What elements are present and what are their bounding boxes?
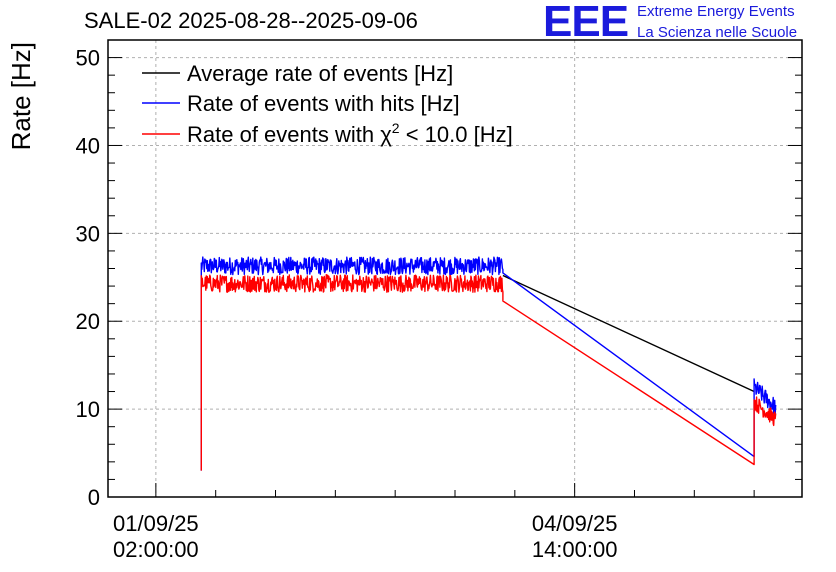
y-tick-label: 10: [76, 397, 100, 422]
x-tick-label-time: 14:00:00: [532, 537, 618, 562]
y-tick-label: 20: [76, 309, 100, 334]
series-line-average: [502, 274, 755, 393]
x-tick-label-date: 04/09/25: [532, 511, 618, 536]
legend-label-1: Average rate of events [Hz]: [187, 61, 453, 86]
y-tick-label: 50: [76, 46, 100, 71]
y-tick-label: 30: [76, 221, 100, 246]
logo-line-1: Extreme Energy Events: [637, 3, 795, 20]
legend-label-3: Rate of events with χ2 < 10.0 [Hz]: [187, 120, 513, 147]
chart-title: SALE-02 2025-08-28--2025-09-06: [84, 8, 418, 33]
series-line-hits: [200, 256, 777, 471]
logo-line-2: La Scienza nelle Scuole: [637, 24, 798, 41]
x-tick-label-date: 01/09/25: [113, 511, 199, 536]
y-tick-label: 40: [76, 133, 100, 158]
series-line-chi2: [200, 274, 777, 471]
legend-label-2: Rate of events with hits [Hz]: [187, 91, 460, 116]
y-tick-label: 0: [88, 485, 100, 510]
y-axis-label: Rate [Hz]: [6, 42, 36, 150]
eee-logo: EEE: [543, 0, 629, 46]
x-tick-label-time: 02:00:00: [113, 537, 199, 562]
